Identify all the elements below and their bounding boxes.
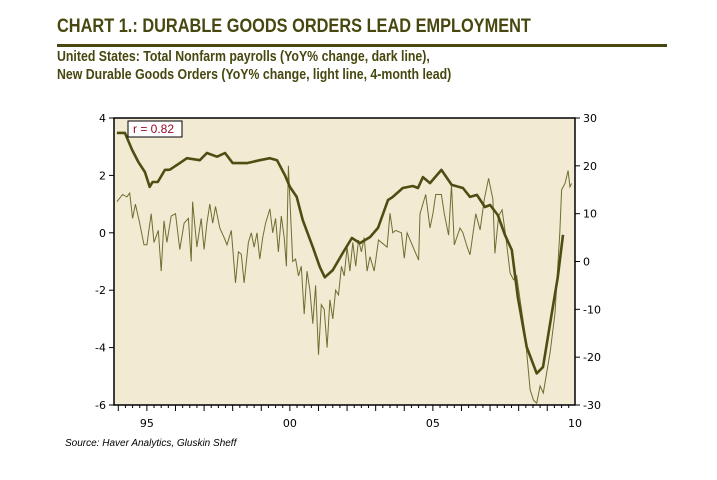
- right-axis-tick-label: -20: [583, 351, 601, 364]
- x-axis-tick-label: 95: [140, 417, 154, 430]
- source-note: Source: Haver Analytics, Gluskin Sheff: [65, 438, 237, 449]
- left-axis-tick-label: -4: [95, 342, 106, 355]
- correlation-annotation: r = 0.82: [133, 122, 174, 136]
- x-axis-tick-label: 00: [283, 417, 297, 430]
- right-axis-tick-label: 30: [583, 112, 597, 125]
- annotation-box: [127, 120, 183, 138]
- right-axis-tick-label: 0: [583, 256, 590, 269]
- chart-title: CHART 1.: DURABLE GOODS ORDERS LEAD EMPL…: [57, 16, 531, 37]
- right-axis-tick-label: 20: [583, 160, 597, 173]
- right-axis-tick-label: 10: [583, 208, 597, 221]
- chart-subtitle-line-2: New Durable Goods Orders (YoY% change, l…: [57, 67, 452, 83]
- series-payrolls-line: [116, 131, 565, 375]
- title-divider: [57, 44, 667, 47]
- left-axis-tick-label: -6: [95, 399, 106, 412]
- x-axis-tick-label: 10: [568, 417, 582, 430]
- series-durable-goods-line: [116, 165, 573, 405]
- x-axis-tick-label: 05: [426, 417, 440, 430]
- chart-subtitle-line-1: United States: Total Nonfarm payrolls (Y…: [57, 49, 430, 65]
- left-axis-tick-label: 0: [99, 227, 106, 240]
- left-axis-tick-label: 2: [99, 169, 106, 182]
- left-axis-tick-label: -2: [95, 284, 106, 297]
- right-axis-tick-label: -10: [583, 303, 601, 316]
- left-axis-tick-label: 4: [99, 112, 106, 125]
- right-axis-tick-label: -30: [583, 399, 601, 412]
